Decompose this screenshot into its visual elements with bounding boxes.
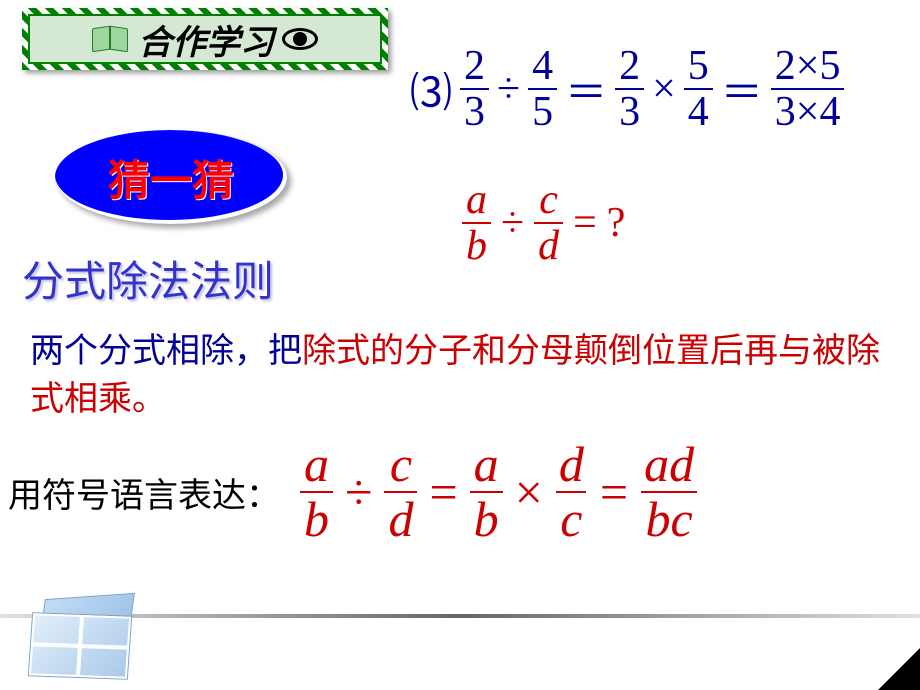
- q-equals: =: [573, 199, 597, 247]
- s-op-divide: ÷: [345, 463, 372, 521]
- badge-title: 合作学习: [138, 15, 274, 64]
- op-times: ×: [652, 65, 676, 113]
- guess-ellipse: 猜一猜: [55, 130, 287, 224]
- eye-icon: [282, 28, 318, 50]
- q-rhs: ?: [607, 199, 626, 247]
- question-equation: a b ÷ c d = ?: [462, 178, 625, 268]
- badge-inner: 合作学习: [28, 14, 382, 64]
- cooperative-learning-badge: 合作学习: [22, 8, 388, 70]
- guess-text: 猜一猜: [108, 147, 234, 208]
- example-3-equation: ⑶ 2 3 ÷ 4 5 ＝ 2 3 × 5 4 ＝ 2×5 3×4: [410, 44, 844, 134]
- folder-icon: [30, 586, 150, 686]
- symbol-language-label: 用符号语言表达：: [8, 468, 280, 517]
- s-op-times: ×: [515, 463, 543, 521]
- frac-5: 2×5 3×4: [771, 44, 845, 134]
- s-frac-2: c d: [384, 438, 417, 545]
- rule-text: 两个分式相除，把除式的分子和分母颠倒位置后再与被除式相乘。: [30, 328, 890, 423]
- symbol-expression: a b ÷ c d = a b × d c = ad bc: [300, 438, 698, 545]
- q-op-divide: ÷: [501, 199, 524, 247]
- page-corner-icon: [878, 648, 920, 690]
- frac-1: 2 3: [460, 44, 489, 134]
- rule-lead: 两个分式相除，把: [30, 333, 302, 370]
- op-equals: ＝: [565, 59, 607, 120]
- rule-title: 分式除法法则: [22, 248, 274, 309]
- frac-4: 5 4: [684, 44, 713, 134]
- frac-3: 2 3: [615, 44, 644, 134]
- op-equals-2: ＝: [721, 59, 763, 120]
- s-eq-1: =: [429, 463, 457, 521]
- s-frac-1: a b: [300, 438, 333, 545]
- q-frac-1: a b: [462, 178, 491, 268]
- op-divide: ÷: [497, 65, 520, 113]
- s-frac-4: d c: [555, 438, 588, 545]
- example-label: ⑶: [410, 59, 452, 120]
- q-frac-2: c d: [534, 178, 563, 268]
- book-icon: [92, 27, 130, 51]
- frac-2: 4 5: [528, 44, 557, 134]
- s-frac-5: ad bc: [640, 438, 698, 545]
- s-eq-2: =: [600, 463, 628, 521]
- s-frac-3: a b: [470, 438, 503, 545]
